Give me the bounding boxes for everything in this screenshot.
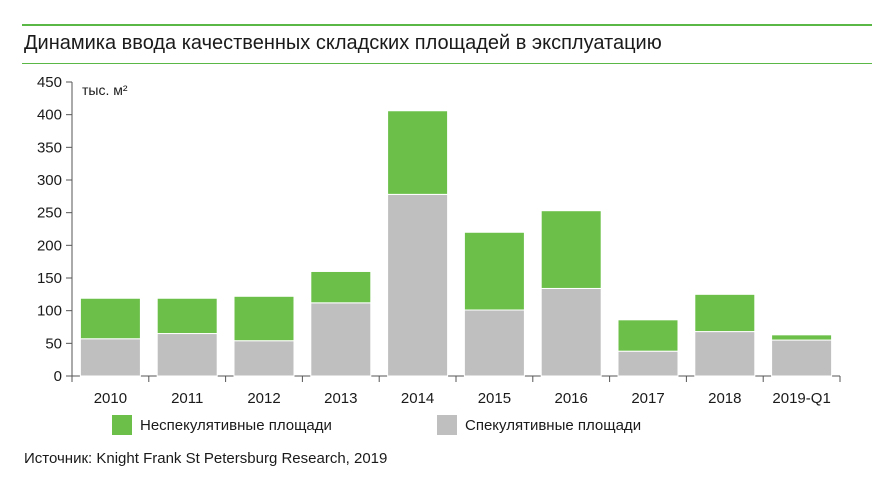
bar-speculative <box>79 338 141 377</box>
y-tick-label: 300 <box>37 172 62 189</box>
y-tick-label: 150 <box>37 270 62 287</box>
x-tick-label: 2018 <box>708 390 741 407</box>
y-tick-label: 250 <box>37 205 62 222</box>
bar-speculative <box>540 287 602 377</box>
chart-title: Динамика ввода качественных складских пл… <box>24 32 662 54</box>
bar-non-speculative <box>771 334 833 341</box>
bar-speculative <box>387 193 449 377</box>
legend-label: Спекулятивные площади <box>465 417 641 434</box>
source-note: Источник: Knight Frank St Petersburg Res… <box>24 450 388 467</box>
y-tick-label: 50 <box>45 335 62 352</box>
x-tick-label: 2012 <box>247 390 280 407</box>
x-tick-label: 2013 <box>324 390 357 407</box>
bar-speculative <box>233 340 295 377</box>
bar-non-speculative <box>540 210 602 289</box>
x-tick-label: 2015 <box>478 390 511 407</box>
y-tick-label: 450 <box>37 74 62 91</box>
x-tick-label: 2017 <box>631 390 664 407</box>
bar-non-speculative <box>387 110 449 195</box>
bar-non-speculative <box>79 297 141 340</box>
bar-speculative <box>463 309 525 377</box>
y-tick-label: 100 <box>37 303 62 320</box>
y-axis-unit: тыс. м² <box>82 82 128 98</box>
bar-non-speculative <box>310 270 372 304</box>
title-top-rule <box>22 24 872 26</box>
x-tick-label: 2016 <box>555 390 588 407</box>
bar-non-speculative <box>463 231 525 311</box>
y-tick-label: 400 <box>37 107 62 124</box>
bar-speculative <box>156 333 218 377</box>
title-bottom-rule <box>22 63 872 64</box>
y-tick-label: 200 <box>37 237 62 254</box>
x-tick-label: 2011 <box>171 390 203 407</box>
bar-non-speculative <box>617 319 679 352</box>
y-tick-label: 350 <box>37 139 62 156</box>
bar-speculative <box>617 350 679 377</box>
chart-area: 0 50 100 150 200 250 300 350 400 450 тыс. м² 2010 20… <box>37 74 841 435</box>
bar-non-speculative <box>233 295 295 342</box>
legend-swatch <box>112 415 132 435</box>
bar-non-speculative <box>156 297 218 335</box>
x-tick-label: 2014 <box>401 390 434 407</box>
x-tick-label: 2019-Q1 <box>772 390 830 407</box>
bar-non-speculative <box>694 293 756 333</box>
bar-speculative <box>771 339 833 377</box>
x-tick-label: 2010 <box>94 390 127 407</box>
legend-label: Неспекулятивные площади <box>140 417 332 434</box>
bar-speculative <box>310 302 372 377</box>
bar-speculative <box>694 331 756 377</box>
legend-swatch <box>437 415 457 435</box>
y-tick-label: 0 <box>54 368 62 385</box>
